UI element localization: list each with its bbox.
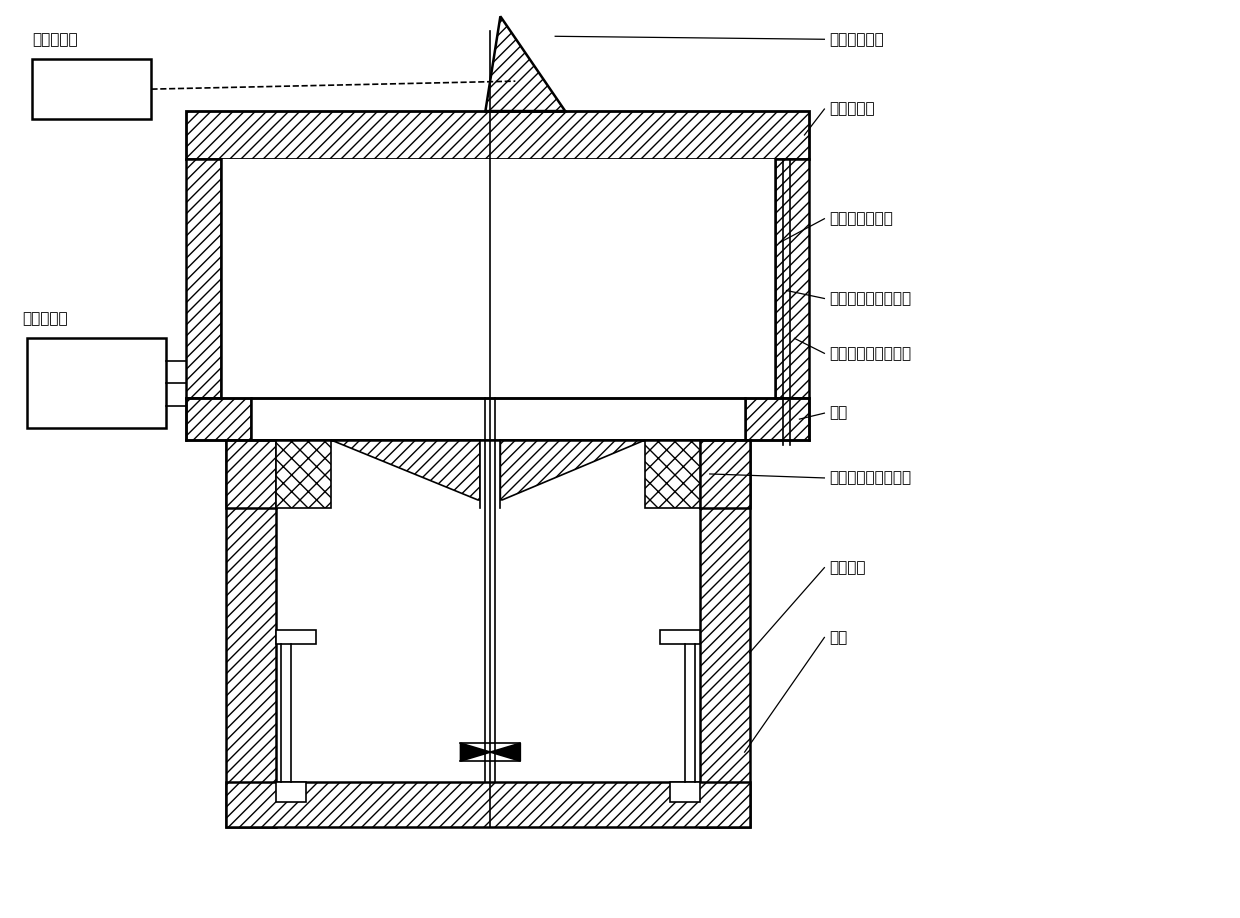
Text: 玻璃观察窗: 玻璃观察窗 — [830, 102, 875, 117]
Bar — [226, 440, 277, 827]
Bar — [32, 60, 151, 119]
Bar — [660, 631, 699, 644]
Bar — [277, 440, 331, 508]
Bar — [699, 440, 750, 508]
Polygon shape — [485, 17, 565, 111]
Bar — [27, 339, 166, 428]
Text: 主真空室: 主真空室 — [830, 560, 866, 576]
Polygon shape — [501, 440, 645, 500]
Bar — [221, 159, 775, 398]
Text: 透明光学玻璃壳: 透明光学玻璃壳 — [830, 211, 893, 226]
Bar — [277, 782, 306, 802]
Text: 栅极（或称聚焦极）: 栅极（或称聚焦极） — [830, 470, 911, 486]
Text: 高温测温仪: 高温测温仪 — [32, 32, 77, 47]
Bar — [226, 440, 277, 508]
Bar — [226, 782, 750, 827]
Polygon shape — [331, 440, 480, 500]
Bar — [277, 631, 316, 644]
Bar — [645, 440, 699, 508]
Text: 光学三角棱镜: 光学三角棱镜 — [830, 32, 884, 47]
Bar — [480, 440, 501, 508]
Bar — [775, 159, 810, 398]
Bar — [670, 782, 699, 802]
Bar — [252, 398, 745, 440]
Bar — [186, 111, 810, 159]
Bar — [745, 398, 810, 440]
Text: 测栅极热膨胀陶瓷杆: 测栅极热膨胀陶瓷杆 — [830, 291, 911, 306]
Text: 阴极: 阴极 — [830, 630, 848, 645]
Text: 阳极: 阳极 — [830, 406, 848, 420]
Polygon shape — [460, 744, 521, 761]
Bar — [186, 398, 252, 440]
Bar — [186, 159, 221, 398]
Text: 测阴极热膨胀陶瓷杆: 测阴极热膨胀陶瓷杆 — [830, 346, 911, 361]
Bar — [699, 440, 750, 827]
Text: 读数显微镜: 读数显微镜 — [22, 311, 67, 327]
